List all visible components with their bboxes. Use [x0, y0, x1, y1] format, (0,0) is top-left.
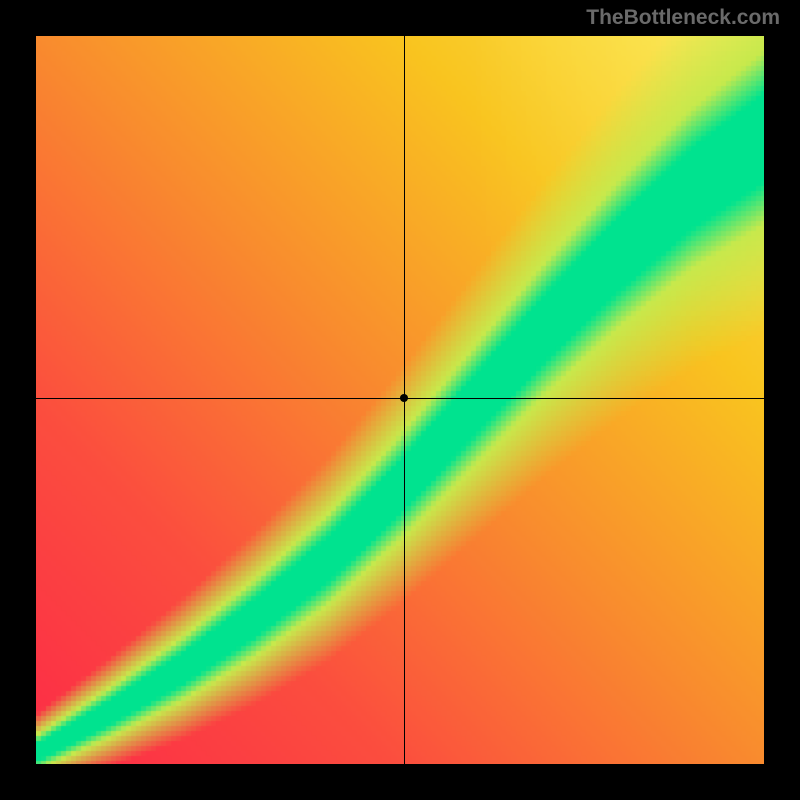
- watermark-text: TheBottleneck.com: [586, 6, 780, 30]
- plot-area: [36, 36, 764, 764]
- chart-container: TheBottleneck.com: [0, 0, 800, 800]
- crosshair-marker: [400, 394, 408, 402]
